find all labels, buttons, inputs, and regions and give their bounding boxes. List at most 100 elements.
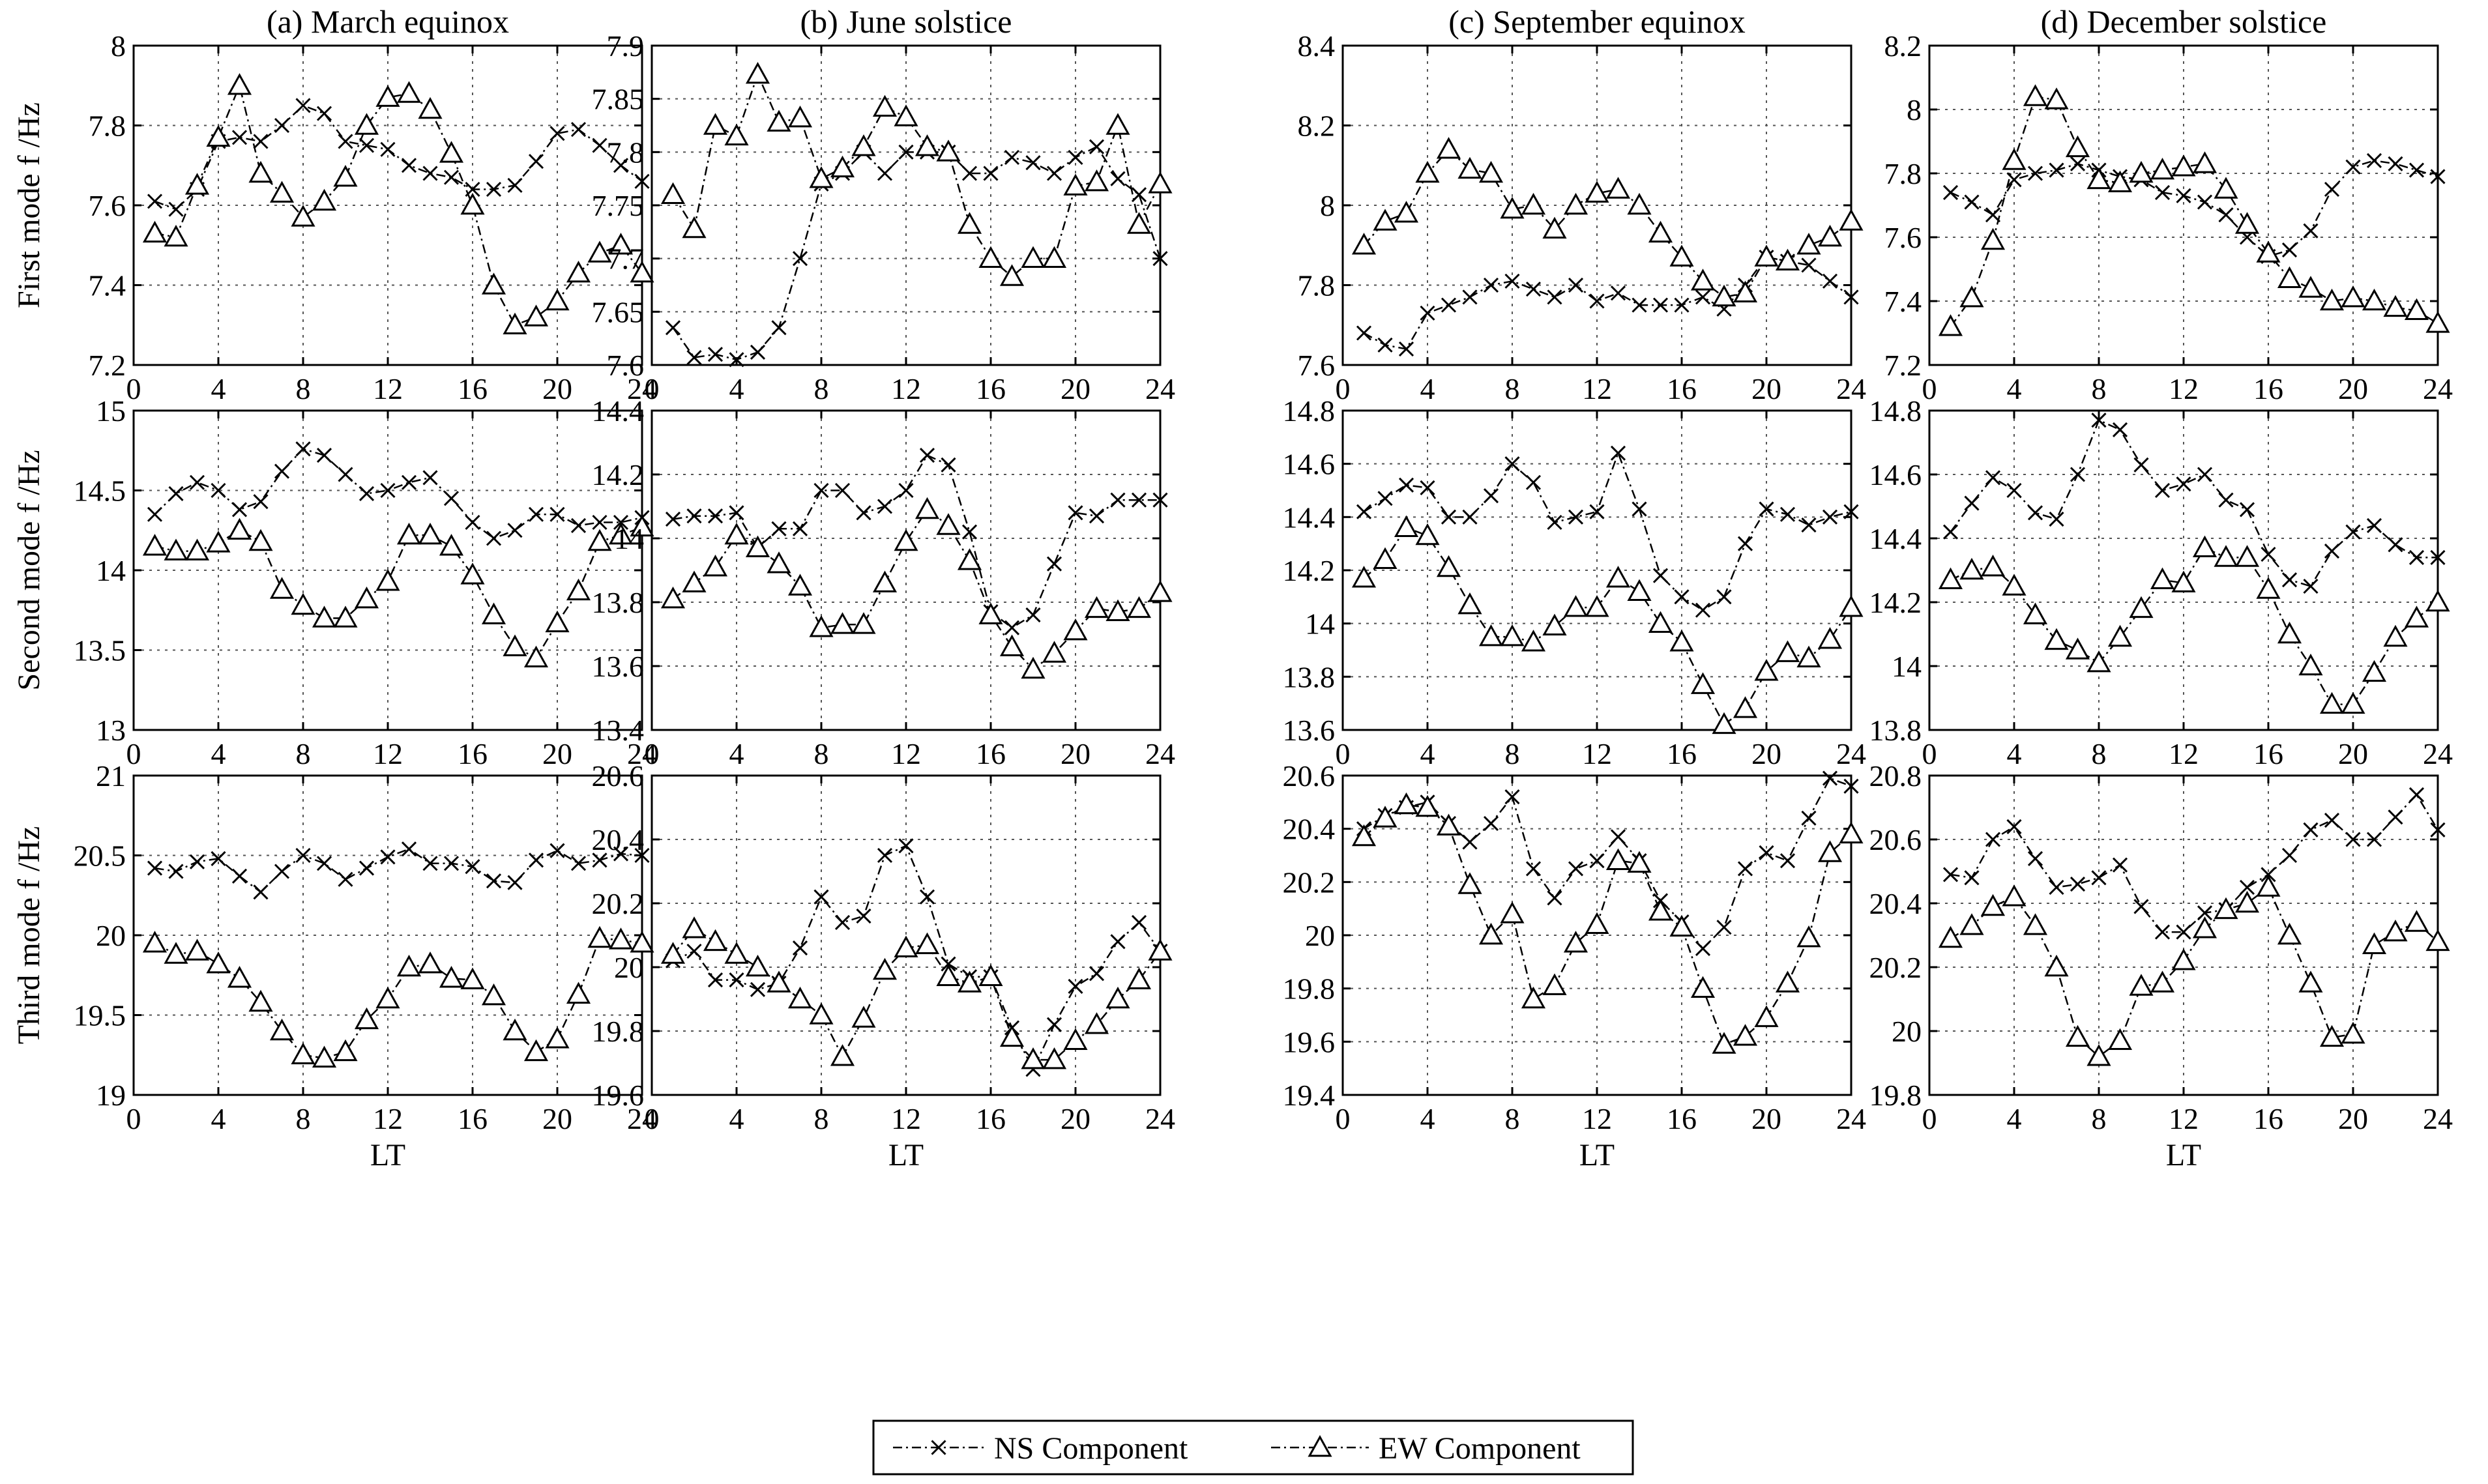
ns-point — [1801, 810, 1817, 826]
x-tick-label: 12 — [891, 1102, 921, 1135]
ns-point — [1737, 861, 1753, 877]
ew-point — [269, 1018, 295, 1041]
y-tick-label: 20.2 — [1869, 951, 1922, 984]
ns-point — [1068, 505, 1083, 521]
ns-point — [1110, 934, 1126, 950]
ns-point — [898, 482, 914, 499]
ew-point — [809, 166, 834, 188]
y-tick-label: 14.6 — [1869, 458, 1922, 491]
ew-point — [164, 224, 188, 247]
ns-point — [1525, 282, 1542, 297]
ns-point — [1377, 491, 1393, 506]
ew-point — [227, 73, 252, 95]
y-tick-label: 20.5 — [74, 839, 126, 873]
y-tick-label: 20 — [96, 919, 126, 952]
ew-point — [1839, 595, 1864, 617]
ns-point — [211, 482, 226, 499]
ew-point — [1084, 169, 1109, 192]
x-tick-label: 16 — [976, 1102, 1006, 1135]
ew-point — [1959, 557, 1984, 580]
ns-point — [592, 514, 607, 531]
ns-point — [465, 859, 480, 875]
ns-point — [941, 457, 956, 473]
ew-point — [1980, 555, 2006, 577]
ns-point — [2112, 422, 2128, 437]
ew-point — [481, 602, 506, 624]
ns-point — [486, 531, 502, 546]
x-tick-label: 24 — [1836, 1102, 1866, 1135]
ns-point — [2091, 413, 2107, 428]
ew-point — [1394, 792, 1419, 815]
ns-point — [919, 889, 935, 905]
ns-point — [1695, 602, 1711, 618]
ns-point — [2366, 153, 2382, 168]
ew-point — [248, 989, 273, 1012]
legend-ns-label: NS Component — [994, 1431, 1188, 1466]
ns-point — [549, 506, 565, 522]
y-tick-label: 20.8 — [1869, 759, 1922, 793]
ew-point — [269, 181, 295, 203]
ew-point — [142, 220, 168, 243]
ns-point — [549, 843, 565, 858]
ns-point — [729, 352, 744, 368]
ew-point — [2023, 602, 2048, 624]
y-tick-label: 7.7 — [607, 242, 645, 276]
ew-point — [1754, 1005, 1779, 1027]
ns-point — [1152, 251, 1168, 267]
ew-point — [2425, 929, 2450, 952]
x-tick-label: 4 — [729, 737, 744, 770]
ew-point — [2234, 212, 2260, 234]
ns-point — [2176, 476, 2191, 492]
ew-point — [872, 95, 898, 117]
ns-point — [961, 166, 978, 181]
ew-point — [630, 931, 654, 953]
ns-point — [2154, 482, 2171, 499]
ns-point — [1377, 337, 1393, 353]
y-tick-label: 20.2 — [1283, 866, 1336, 899]
ns-point — [1610, 285, 1626, 301]
ns-point — [1068, 978, 1083, 994]
ew-point — [1563, 931, 1588, 953]
ew-point — [1669, 914, 1694, 937]
ew-point — [957, 970, 982, 993]
ew-point — [787, 986, 813, 1009]
x-tick-label: 8 — [2092, 372, 2107, 405]
ns-point — [750, 982, 766, 997]
ew-point — [787, 574, 813, 596]
ns-point — [856, 909, 871, 924]
ns-point — [1589, 504, 1605, 519]
ew-point — [2383, 624, 2408, 647]
ns-point — [1483, 277, 1499, 293]
ns-point — [2303, 578, 2319, 594]
ew-point — [1627, 851, 1652, 873]
ns-point — [1547, 890, 1562, 906]
x-tick-label: 16 — [2253, 1102, 2283, 1135]
y-tick-label: 20.6 — [592, 759, 645, 793]
ns-point — [592, 852, 607, 868]
y-tick-label: 19.8 — [1869, 1079, 1922, 1112]
ew-series-line — [672, 72, 1162, 278]
ew-point — [1105, 113, 1130, 135]
ns-point — [231, 502, 248, 517]
ew-point — [2129, 160, 2154, 183]
ns-series-line — [154, 104, 643, 211]
ns-point — [2388, 537, 2403, 553]
x-tick-label: 0 — [1336, 1102, 1351, 1135]
x-tick-label: 8 — [296, 1102, 311, 1135]
ew-point — [375, 986, 400, 1009]
ew-point — [1500, 624, 1525, 647]
ew-point — [312, 188, 337, 211]
ns-point — [877, 499, 893, 514]
ew-point — [1754, 659, 1779, 681]
x-tick-label: 12 — [2169, 372, 2199, 405]
panel-1-4: 0 4 8 12 16 20 24 7.2 7.4 7.6 7.8 8 8.2 (d) December … — [1884, 3, 2453, 405]
ew-point — [1021, 246, 1046, 268]
ns-point — [2027, 505, 2043, 521]
ns-point — [1716, 589, 1732, 605]
ew-point — [439, 141, 464, 163]
x-tick-label: 16 — [976, 737, 1006, 770]
ew-point — [724, 123, 749, 146]
ns-point — [507, 875, 523, 890]
y-tick-label: 7.2 — [89, 349, 126, 382]
ew-point — [566, 578, 591, 601]
